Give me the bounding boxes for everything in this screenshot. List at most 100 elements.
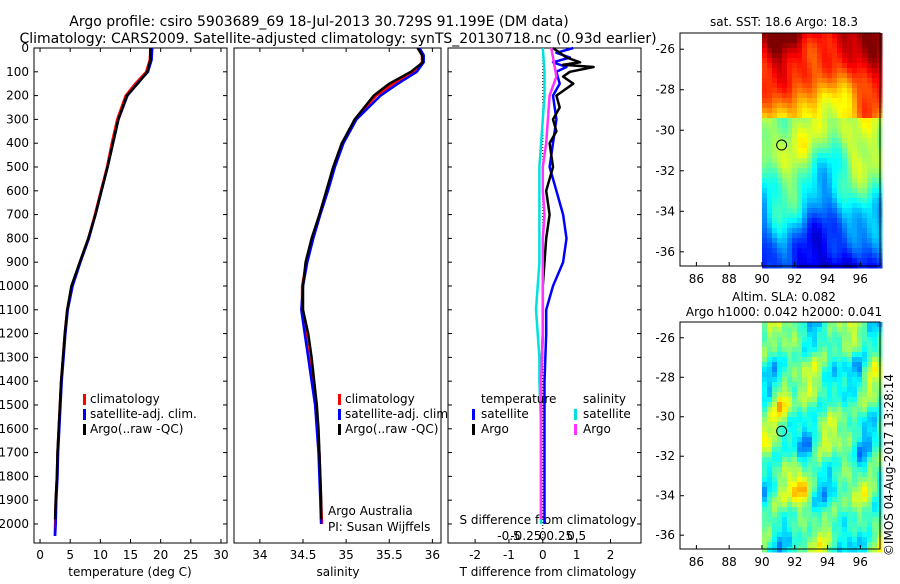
sst-map-cell — [857, 113, 863, 119]
sla-map-cell — [827, 337, 833, 343]
salinity-annotation: PI: Susan Wijffels — [328, 520, 430, 534]
sst-map-cell — [817, 73, 823, 79]
sst-map-cell — [867, 173, 873, 179]
sla-map-cell — [792, 357, 798, 363]
sla-map-cell — [827, 477, 833, 483]
sla-map-cell — [767, 447, 773, 453]
sst-map-cell — [867, 223, 873, 229]
sla-map-cell — [792, 522, 798, 528]
sla-map-cell — [832, 497, 838, 503]
sla-map-cell — [782, 352, 788, 358]
sst-map-cell — [832, 228, 838, 234]
sst-map-cell — [792, 78, 798, 84]
sst-map-cell — [807, 113, 813, 119]
sla-map-cell — [847, 347, 853, 353]
sla-map-cell — [762, 512, 768, 518]
sla-map-cell — [857, 452, 863, 458]
sla-map-cell — [817, 492, 823, 498]
sst-map-cell — [797, 213, 803, 219]
sst-map-cell — [817, 183, 823, 189]
sla-map-cell — [767, 467, 773, 473]
sst-map-cell — [772, 158, 778, 164]
sla-map-cell — [802, 532, 808, 538]
sst-map-cell — [792, 108, 798, 114]
sla-map-cell — [792, 337, 798, 343]
sst-map-cell — [802, 173, 808, 179]
sst-map-cell — [782, 48, 788, 54]
sst-map-cell — [842, 243, 848, 249]
sla-map-cell — [767, 322, 773, 328]
sla-map-cell — [852, 387, 858, 393]
sst-map-cell — [847, 88, 853, 94]
sst-map-cell — [787, 218, 793, 224]
sst-map-cell — [772, 98, 778, 104]
sla-map-cell — [767, 372, 773, 378]
sst-map-cell — [837, 113, 843, 119]
sst-map-cell — [782, 223, 788, 229]
sst-map-cell — [867, 203, 873, 209]
sla-map-cell — [812, 542, 818, 548]
sla-map-cell — [812, 467, 818, 473]
sst-map-cell — [832, 63, 838, 69]
sla-map-cell — [777, 492, 783, 498]
sst-map-cell — [772, 138, 778, 144]
sla-map-cell — [802, 387, 808, 393]
sla-map-cell — [872, 522, 878, 528]
sst-map-cell — [787, 53, 793, 59]
sst-map-cell — [812, 138, 818, 144]
sla-map-cell — [822, 522, 828, 528]
sla-map-cell — [782, 522, 788, 528]
sla-map-xtick-label: 96 — [853, 555, 868, 569]
sst-map-cell — [767, 38, 773, 44]
sla-map-cell — [872, 382, 878, 388]
sla-map-cell — [767, 367, 773, 373]
sst-map-cell — [807, 43, 813, 49]
sst-map-cell — [777, 253, 783, 259]
sla-map-cell — [867, 512, 873, 518]
sst-map-cell — [872, 53, 878, 59]
sla-map-cell — [872, 542, 878, 548]
sla-map-cell — [762, 372, 768, 378]
sla-map-cell — [852, 507, 858, 513]
sla-map-cell — [822, 477, 828, 483]
sla-map-cell — [857, 352, 863, 358]
sla-map-cell — [852, 517, 858, 523]
sst-map-cell — [867, 163, 873, 169]
sst-map-cell — [802, 223, 808, 229]
sla-map-cell — [767, 517, 773, 523]
sst-map-cell — [837, 188, 843, 194]
sla-map-cell — [767, 442, 773, 448]
sla-map-cell — [787, 447, 793, 453]
sla-map-cell — [762, 417, 768, 423]
sla-map-cell — [837, 372, 843, 378]
xtick-label-diff-s: 0.5 — [567, 529, 586, 543]
sla-map-cell — [857, 547, 863, 553]
sla-map-cell — [817, 447, 823, 453]
sst-map-cell — [812, 103, 818, 109]
sst-map-cell — [807, 223, 813, 229]
sla-map-cell — [812, 527, 818, 533]
sst-map-cell — [762, 73, 768, 79]
sla-map-cell — [847, 352, 853, 358]
sla-map-cell — [867, 517, 873, 523]
sla-map-cell — [787, 387, 793, 393]
sst-map-cell — [862, 43, 868, 49]
sla-map-cell — [767, 532, 773, 538]
sla-map-cell — [852, 347, 858, 353]
sst-map-cell — [872, 163, 878, 169]
sst-map-cell — [832, 158, 838, 164]
sla-map-cell — [807, 417, 813, 423]
sla-map-cell — [802, 342, 808, 348]
sst-map-cell — [817, 253, 823, 259]
sla-map-cell — [862, 372, 868, 378]
sla-map-cell — [777, 347, 783, 353]
sst-map-cell — [827, 53, 833, 59]
sla-map-cell — [802, 397, 808, 403]
sst-map-cell — [852, 118, 858, 124]
sla-map-cell — [762, 422, 768, 428]
sla-map-cell — [822, 362, 828, 368]
sla-map-cell — [812, 377, 818, 383]
sst-map-cell — [802, 238, 808, 244]
sst-map-cell — [807, 38, 813, 44]
sst-map-cell — [812, 173, 818, 179]
